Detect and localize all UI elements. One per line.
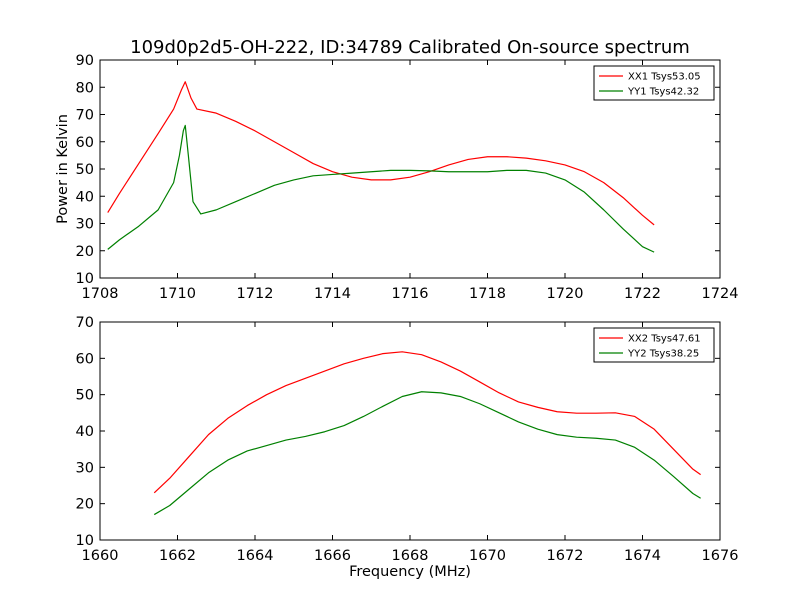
panel-top: 1708 1710 1712 1714 1716 1718 1720 1722 1724 10 20… bbox=[76, 53, 739, 302]
y-tick-label: 50 bbox=[76, 162, 94, 178]
y-tick-label: 20 bbox=[76, 497, 94, 513]
y-tick-label: 40 bbox=[76, 424, 94, 440]
y-tick-label: 50 bbox=[76, 388, 94, 404]
legend-box bbox=[593, 327, 715, 363]
series-line-yy bbox=[107, 124, 655, 253]
y-tick-label: 80 bbox=[76, 80, 94, 96]
x-tick-label: 1718 bbox=[469, 286, 506, 302]
chart-title: 109d0p2d5-OH-222, ID:34789 Calibrated On… bbox=[130, 37, 690, 58]
x-tick-label: 1670 bbox=[469, 548, 506, 564]
y-tick-label: 10 bbox=[76, 271, 94, 287]
legend-label: YY2 Tsys38.25 bbox=[627, 349, 699, 360]
x-tick-label: 1724 bbox=[702, 286, 739, 302]
series-line-yy bbox=[153, 391, 701, 516]
legend-box bbox=[593, 65, 715, 101]
y-tick-label: 20 bbox=[76, 244, 94, 260]
y-tick-label: 70 bbox=[76, 108, 94, 124]
x-tick-label: 1676 bbox=[702, 548, 739, 564]
y-tick-label: 60 bbox=[76, 351, 94, 367]
x-tick-label: 1722 bbox=[624, 286, 661, 302]
series-line-xx bbox=[153, 351, 701, 494]
x-tick-label: 1660 bbox=[82, 548, 119, 564]
legend: XX2 Tsys47.61 YY2 Tsys38.25 bbox=[593, 327, 715, 363]
x-tick-label: 1720 bbox=[547, 286, 584, 302]
y-tick-label: 10 bbox=[76, 533, 94, 549]
y-tick-label: 70 bbox=[76, 315, 94, 331]
x-tick-label: 1710 bbox=[159, 286, 196, 302]
legend-label: YY1 Tsys42.32 bbox=[627, 87, 699, 98]
y-tick-label: 30 bbox=[76, 460, 94, 476]
legend: XX1 Tsys53.05 YY1 Tsys42.32 bbox=[593, 65, 715, 101]
y-tick-label: 30 bbox=[76, 217, 94, 233]
x-tick-label: 1672 bbox=[547, 548, 584, 564]
x-tick-label: 1666 bbox=[314, 548, 351, 564]
y-tick-label: 90 bbox=[76, 53, 94, 69]
legend-label: XX1 Tsys53.05 bbox=[628, 72, 701, 83]
y-tick-label: 40 bbox=[76, 189, 94, 205]
y-axis-label: Power in Kelvin bbox=[55, 114, 71, 224]
x-axis-label: Frequency (MHz) bbox=[349, 564, 471, 580]
series-line-xx bbox=[107, 81, 655, 226]
x-tick-label: 1712 bbox=[237, 286, 274, 302]
x-tick-label: 1716 bbox=[392, 286, 429, 302]
x-tick-label: 1662 bbox=[159, 548, 196, 564]
legend-label: XX2 Tsys47.61 bbox=[628, 334, 701, 345]
panel-bottom: 1660 1662 1664 1666 1668 1670 1672 1674 1676 10 20… bbox=[76, 315, 739, 564]
x-tick-label: 1708 bbox=[82, 286, 119, 302]
x-tick-label: 1668 bbox=[392, 548, 429, 564]
x-tick-label: 1674 bbox=[624, 548, 661, 564]
x-tick-label: 1664 bbox=[237, 548, 274, 564]
x-tick-label: 1714 bbox=[314, 286, 351, 302]
y-tick-label: 60 bbox=[76, 135, 94, 151]
